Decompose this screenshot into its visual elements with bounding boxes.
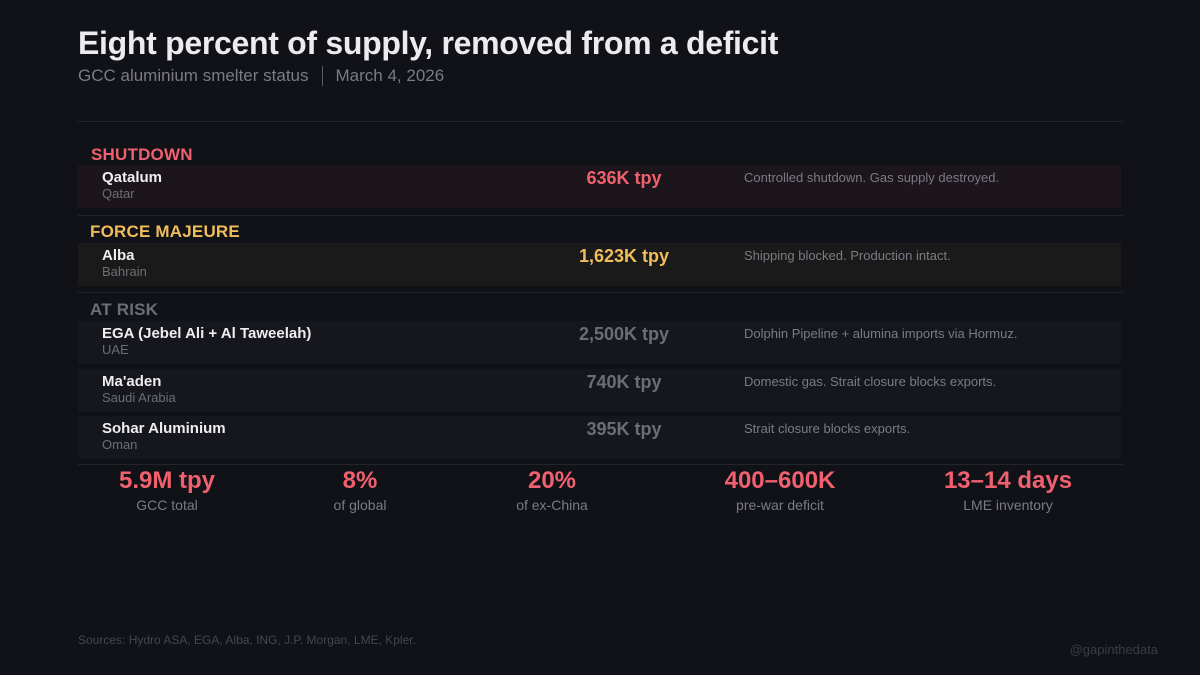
stat-value: 13–14 days [943,467,1073,494]
subtitle-text: GCC aluminium smelter status [78,66,309,85]
section-label-force-majeure: FORCE MAJEURE [90,222,240,241]
smelter-country: Qatar [102,186,135,201]
stat-global-share: 8% of global [260,466,460,513]
summary-stats: 5.9M tpy GCC total 8% of global 20% of e… [78,466,1123,526]
smelter-capacity: 740K tpy [586,372,662,392]
stat-lme-inventory: 13–14 days LME inventory [908,466,1108,513]
smelter-name: Ma'aden [102,373,162,390]
divider-stats [78,464,1123,465]
smelter-capacity: 395K tpy [586,419,662,439]
smelter-note: Domestic gas. Strait closure blocks expo… [744,374,997,389]
stat-ex-china-share: 20% of ex-China [452,466,652,513]
smelter-row-ega: EGA (Jebel Ali + Al Taweelah) UAE 2,500K… [78,321,1121,364]
stat-value: 400–600K [724,467,836,494]
subtitle: GCC aluminium smelter status March 4, 20… [78,66,444,86]
smelter-country: Saudi Arabia [102,390,176,405]
stat-value: 8% [342,467,378,494]
smelter-row-qatalum: Qatalum Qatar 636K tpy Controlled shutdo… [78,165,1121,208]
smelter-row-sohar: Sohar Aluminium Oman 395K tpy Strait clo… [78,416,1121,459]
smelter-capacity: 636K tpy [586,168,662,188]
smelter-note: Dolphin Pipeline + alumina imports via H… [744,326,1018,341]
stat-label: of global [333,497,387,513]
stat-label: of ex-China [516,497,588,513]
stat-gcc-total: 5.9M tpy GCC total [67,466,267,513]
smelter-name: Sohar Aluminium [102,420,226,437]
sources-note: Sources: Hydro ASA, EGA, Alba, ING, J.P.… [78,633,416,647]
author-handle: @gapinthedata [1069,642,1158,657]
stat-prewar-deficit: 400–600K pre-war deficit [680,466,880,513]
smelter-country: Bahrain [102,264,147,279]
stat-label: LME inventory [963,497,1053,513]
smelter-note: Strait closure blocks exports. [744,421,911,436]
divider-section [78,292,1123,293]
smelter-row-alba: Alba Bahrain 1,623K tpy Shipping blocked… [78,243,1121,286]
smelter-country: UAE [102,342,129,357]
smelter-capacity: 2,500K tpy [578,324,670,344]
section-label-at-risk: AT RISK [90,300,159,319]
smelter-name: Qatalum [102,169,163,186]
divider-section [78,215,1123,216]
divider-top [78,121,1123,122]
page-title: Eight percent of supply, removed from a … [78,25,779,61]
smelter-capacity: 1,623K tpy [578,246,670,266]
stat-value: 20% [527,467,577,494]
subtitle-date: March 4, 2026 [335,66,445,85]
smelter-note: Controlled shutdown. Gas supply destroye… [744,170,1000,185]
smelter-row-maaden: Ma'aden Saudi Arabia 740K tpy Domestic g… [78,369,1121,412]
subtitle-separator [321,66,323,86]
smelter-note: Shipping blocked. Production intact. [744,248,951,263]
smelter-name: Alba [102,247,135,264]
section-label-shutdown: SHUTDOWN [91,145,193,164]
stat-value: 5.9M tpy [118,467,216,494]
stat-label: pre-war deficit [736,497,824,513]
stat-label: GCC total [136,497,198,513]
smelter-name: EGA (Jebel Ali + Al Taweelah) [102,325,312,342]
smelter-country: Oman [102,437,138,452]
